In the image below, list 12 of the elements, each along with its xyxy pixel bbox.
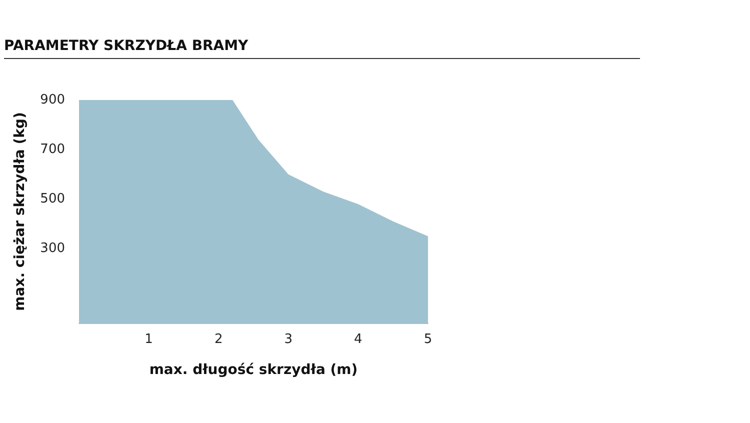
x-tick-label: 5 xyxy=(424,332,432,347)
x-tick-label: 1 xyxy=(144,332,153,347)
y-tick-label: 900 xyxy=(40,92,65,108)
y-axis-title: max. ciężar skrzydła (kg) xyxy=(12,112,28,311)
y-tick-label: 700 xyxy=(40,142,65,158)
x-tick-label: 2 xyxy=(214,332,223,347)
y-tick-label: 500 xyxy=(40,192,65,207)
x-axis-title: max. długość skrzydła (m) xyxy=(149,362,358,378)
x-tick-label: 3 xyxy=(284,332,293,347)
y-tick-label: 300 xyxy=(40,241,65,256)
x-tick-label: 4 xyxy=(354,332,362,347)
chart-title: PARAMETRY SKRZYDŁA BRAMY xyxy=(4,38,640,59)
